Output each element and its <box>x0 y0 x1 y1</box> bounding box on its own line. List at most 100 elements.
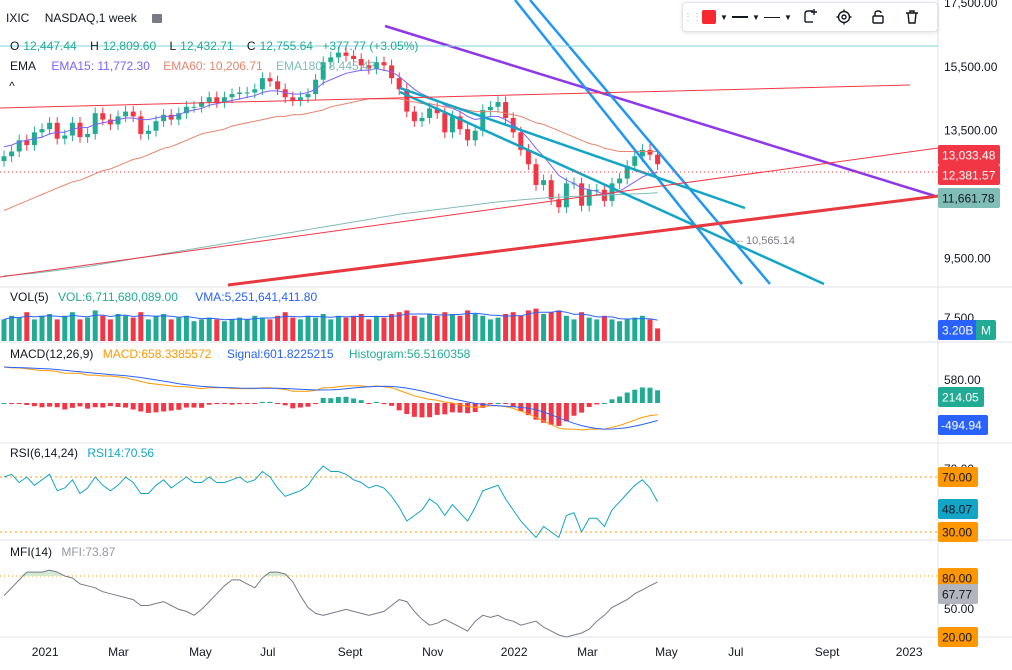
macd-histogram-bar <box>601 403 607 404</box>
volume-bar <box>510 312 516 341</box>
candle-body <box>24 140 30 146</box>
candle-body <box>655 154 661 165</box>
macd-histogram-bar <box>556 403 562 426</box>
settings-gear-icon[interactable] <box>827 5 861 29</box>
candle-body <box>206 97 212 103</box>
ticker-label[interactable]: IXIC <box>6 11 30 25</box>
style-dropdown-chevron-icon[interactable]: ▼ <box>784 12 792 22</box>
collapse-chevron-icon[interactable]: ^ <box>9 79 15 93</box>
main-price-pane: ← 10,565.14 <box>1 46 795 277</box>
macd-histogram-bar <box>655 390 661 403</box>
mfi-badge <box>938 627 978 647</box>
ema60-line <box>3 98 658 211</box>
candle-body <box>510 117 516 133</box>
delete-trash-icon[interactable] <box>895 5 929 29</box>
mfi-overbought-fill <box>262 572 293 576</box>
vol-title[interactable]: VOL(5) <box>10 290 49 304</box>
time-tick-label: Mar <box>108 645 129 659</box>
candle-body <box>9 151 15 157</box>
candle-body <box>373 62 379 69</box>
candle-body <box>434 108 440 114</box>
candle-body <box>161 114 167 122</box>
candle-body <box>259 78 265 90</box>
volume-bar <box>525 310 531 341</box>
symbol-legend: IXIC NASDAQ,1 week <box>6 10 166 26</box>
volume-bar <box>31 319 37 341</box>
time-tick-label: May <box>655 645 678 659</box>
width-dropdown-chevron-icon[interactable]: ▼ <box>752 12 760 22</box>
macd-histogram-bar <box>343 396 349 403</box>
volume-bar <box>373 315 379 341</box>
exchange-interval-label: NASDAQ,1 week <box>44 11 137 25</box>
low-annotation-label: 10,565.14 <box>746 235 795 247</box>
macd-histogram-bar <box>275 403 281 404</box>
volume-bar <box>434 315 440 341</box>
candle-body <box>381 62 387 66</box>
candle-body <box>335 52 341 58</box>
ohlc-legend: O 12,447.44 H 12,809.60 L 12,432.71 C 12,755… <box>10 38 422 54</box>
volume-bar <box>214 319 220 341</box>
macd-histogram-bar <box>419 403 425 418</box>
mfi-title[interactable]: MFI(14) <box>10 545 52 559</box>
ema-title[interactable]: EMA <box>10 59 37 73</box>
candle-body <box>449 116 455 133</box>
drag-handle-icon[interactable]: ⋮⋮ <box>683 11 702 23</box>
candle-body <box>77 122 83 138</box>
mfi-badge-label: 67.77 <box>942 588 972 602</box>
red-resistance-line <box>0 84 911 109</box>
low-value: 12,432.71 <box>180 39 234 53</box>
line-style-picker[interactable] <box>761 5 783 29</box>
volume-bar <box>199 319 205 341</box>
volume-bar <box>320 314 326 341</box>
candle-body <box>244 92 250 94</box>
candle-body <box>138 116 144 134</box>
trash-glyph <box>906 10 918 24</box>
ema15-value: EMA15: 11,772.30 <box>51 59 150 73</box>
rsi-title[interactable]: RSI(6,14,24) <box>10 446 79 460</box>
rsi-legend: RSI(6,14,24) RSI14:70.56 <box>10 445 158 461</box>
candle-body <box>624 165 630 179</box>
legend-settings-icon[interactable] <box>152 14 163 23</box>
line-width-picker[interactable] <box>729 5 751 29</box>
volume-bar <box>206 317 212 341</box>
vol-badge-label: 3.20B <box>942 324 973 338</box>
macd-tick-label: 580.00 <box>944 373 981 387</box>
candle-body <box>533 164 539 185</box>
unlock-icon[interactable] <box>861 5 895 29</box>
volume-bar <box>556 310 562 341</box>
candle-body <box>275 81 281 90</box>
open-value: 12,447.44 <box>23 39 77 53</box>
rsi-value: RSI14:70.56 <box>87 446 155 460</box>
volume-bar <box>69 312 75 341</box>
alert-add-icon[interactable] <box>793 5 827 29</box>
volume-bar <box>541 314 547 341</box>
volume-bar <box>221 321 227 341</box>
macd-histogram-bar <box>267 401 273 403</box>
macd-histogram-bar <box>252 403 258 404</box>
volume-bar <box>389 314 395 341</box>
macd-histogram-bar <box>145 403 151 413</box>
volume-bar <box>548 312 554 341</box>
mfi-pane <box>0 569 938 638</box>
low-arrow-glyph: ← <box>735 235 745 246</box>
candle-body <box>313 79 319 95</box>
candle-body <box>579 183 585 206</box>
macd-histogram-bar <box>54 403 60 408</box>
time-axis: 2021 Mar May Jul Sept Nov 2022 Mar May Jul Sept 202… <box>32 645 923 659</box>
line-color-picker[interactable] <box>699 5 719 29</box>
change-value: +377.77 (+3.05%) <box>322 39 419 53</box>
mfi-badge <box>938 584 978 604</box>
volume-bar <box>229 319 235 341</box>
color-dropdown-chevron-icon[interactable]: ▼ <box>720 12 728 22</box>
volume-bar <box>161 314 167 341</box>
macd-title[interactable]: MACD(12,26,9) <box>10 347 94 361</box>
macd-histogram-bar <box>533 403 539 420</box>
volume-bar <box>518 315 524 341</box>
candle-body <box>541 180 547 185</box>
volume-bar <box>632 317 638 341</box>
macd-histogram-bar <box>335 397 341 403</box>
candle-body <box>343 52 349 56</box>
volume-bar <box>92 310 98 341</box>
macd-histogram-bar <box>563 403 569 422</box>
